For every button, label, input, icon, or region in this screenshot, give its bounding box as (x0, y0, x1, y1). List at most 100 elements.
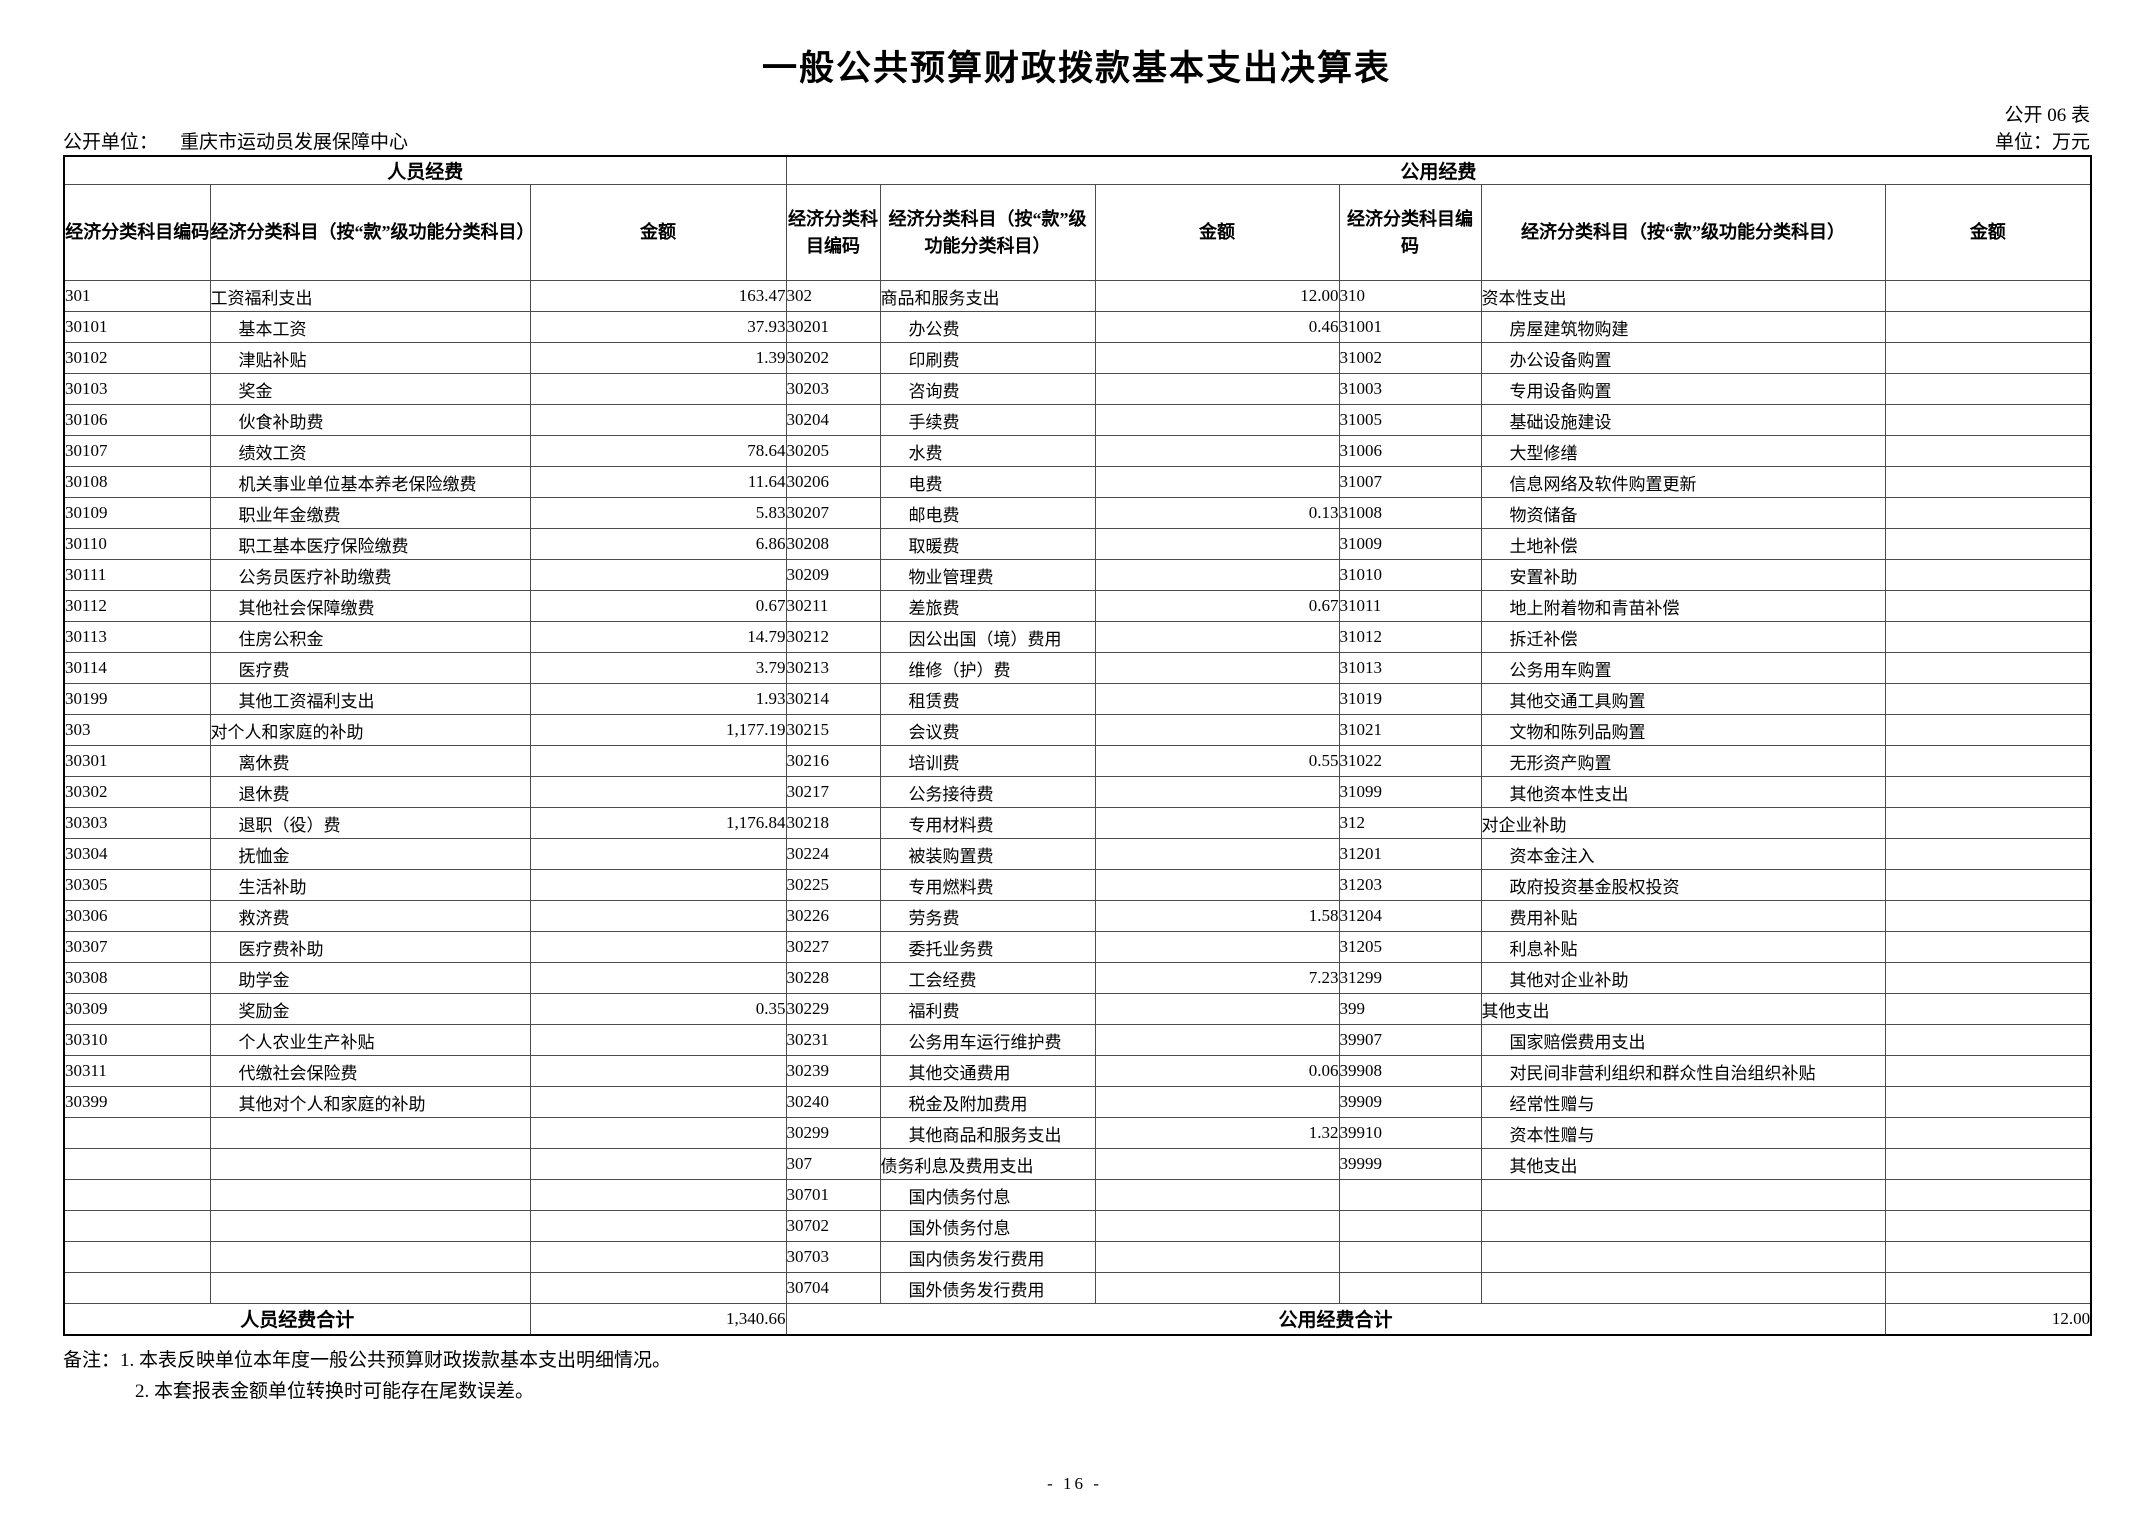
subject-cell: 工会经费 (879, 962, 1096, 994)
subject-cell (209, 1179, 531, 1211)
subject-cell: 拆迁补偿 (1480, 621, 1886, 653)
amount-cell (1094, 993, 1340, 1025)
code-cell: 31099 (1338, 776, 1482, 808)
subject-cell: 无形资产购置 (1480, 745, 1886, 777)
amount-cell: 12.00 (1094, 280, 1340, 312)
code-cell: 30102 (63, 342, 211, 374)
code-cell: 399 (1338, 993, 1482, 1025)
amount-cell (1094, 1086, 1340, 1118)
subject-cell: 其他社会保障缴费 (209, 590, 531, 622)
amount-cell (529, 373, 787, 405)
subject-cell: 救济费 (209, 900, 531, 932)
code-cell: 39910 (1338, 1117, 1482, 1149)
subject-cell: 对民间非营利组织和群众性自治组织补贴 (1480, 1055, 1886, 1087)
code-cell (63, 1241, 211, 1273)
subject-cell: 委托业务费 (879, 931, 1096, 963)
subject-cell: 退职（役）费 (209, 807, 531, 839)
org-line: 公开单位： 重庆市运动员发展保障中心 (63, 127, 408, 155)
subject-cell: 其他交通费用 (879, 1055, 1096, 1087)
subject-cell: 其他对企业补助 (1480, 962, 1886, 994)
amount-cell (1884, 745, 2092, 777)
table-row: 30302 退休费 30217 公务接待费 31099 其他资本性支出 (63, 776, 2092, 808)
unit-note: 单位：万元 (1994, 132, 2090, 153)
table-row: 30703 国内债务发行费用 (63, 1241, 2092, 1273)
subject-cell (209, 1272, 531, 1304)
personnel-total-label: 人员经费合计 (63, 1303, 531, 1335)
code-cell: 30199 (63, 683, 211, 715)
amount-cell (1094, 528, 1340, 560)
code-cell: 31013 (1338, 652, 1482, 684)
subject-cell: 差旅费 (879, 590, 1096, 622)
code-cell: 30206 (785, 466, 881, 498)
amount-cell (1094, 1148, 1340, 1180)
personnel-total-amount: 1,340.66 (529, 1303, 787, 1335)
code-cell: 30111 (63, 559, 211, 591)
subject-cell: 对企业补助 (1480, 807, 1886, 839)
code-cell: 30399 (63, 1086, 211, 1118)
amount-cell: 163.47 (529, 280, 787, 312)
subject-cell: 费用补贴 (1480, 900, 1886, 932)
subject-cell (209, 1210, 531, 1242)
subject-cell: 其他支出 (1480, 993, 1886, 1025)
table-row: 30199 其他工资福利支出 1.93 30214 租赁费 31019 其他交通工具购置 (63, 683, 2092, 715)
code-cell: 39907 (1338, 1024, 1482, 1056)
col-header-amount-2: 金额 (1094, 184, 1340, 281)
code-cell: 30311 (63, 1055, 211, 1087)
table-row: 30101 基本工资 37.93 30201 办公费 0.46 31001 房屋建筑物购建 (63, 311, 2092, 343)
col-header-code-1: 经济分类科目编码 (63, 184, 211, 281)
table-row: 30112 其他社会保障缴费 0.67 30211 差旅费 0.67 31011 地上附着物和… (63, 590, 2092, 622)
sheet-code: 公开 06 表 (2004, 105, 2090, 126)
code-cell: 31204 (1338, 900, 1482, 932)
amount-cell (529, 1086, 787, 1118)
subject-cell: 地上附着物和青苗补偿 (1480, 590, 1886, 622)
subject-cell: 国外债务付息 (879, 1210, 1096, 1242)
subject-cell: 被装购置费 (879, 838, 1096, 870)
code-cell: 30229 (785, 993, 881, 1025)
subject-cell: 因公出国（境）费用 (879, 621, 1096, 653)
subject-cell: 债务利息及费用支出 (879, 1148, 1096, 1180)
code-cell: 30217 (785, 776, 881, 808)
subject-cell (1480, 1210, 1886, 1242)
table-row: 30102 津贴补贴 1.39 30202 印刷费 31002 办公设备购置 (63, 342, 2092, 374)
amount-cell (1884, 652, 2092, 684)
amount-cell (529, 745, 787, 777)
amount-cell (1884, 1086, 2092, 1118)
amount-cell (529, 1272, 787, 1304)
amount-cell: 37.93 (529, 311, 787, 343)
code-cell: 30304 (63, 838, 211, 870)
subject-cell: 其他资本性支出 (1480, 776, 1886, 808)
code-cell: 30211 (785, 590, 881, 622)
amount-cell (1094, 1241, 1340, 1273)
totals-row: 人员经费合计 1,340.66 公用经费合计 12.00 (63, 1303, 2092, 1335)
code-cell: 31205 (1338, 931, 1482, 963)
code-cell: 31003 (1338, 373, 1482, 405)
amount-cell (529, 1117, 787, 1149)
amount-cell: 1,176.84 (529, 807, 787, 839)
subject-cell (1480, 1179, 1886, 1211)
page-number: - 16 - (1047, 1474, 1102, 1493)
subject-cell: 公务接待费 (879, 776, 1096, 808)
code-cell: 30307 (63, 931, 211, 963)
amount-cell (529, 1024, 787, 1056)
subject-cell: 公务用车运行维护费 (879, 1024, 1096, 1056)
code-cell: 30215 (785, 714, 881, 746)
subject-cell: 机关事业单位基本养老保险缴费 (209, 466, 531, 498)
col-header-subject-3: 经济分类科目（按“款”级功能分类科目） (1480, 184, 1886, 281)
code-cell: 30701 (785, 1179, 881, 1211)
amount-cell (1884, 373, 2092, 405)
subject-cell: 其他交通工具购置 (1480, 683, 1886, 715)
col-header-amount-1: 金额 (529, 184, 787, 281)
code-cell: 31010 (1338, 559, 1482, 591)
table-row: 30114 医疗费 3.79 30213 维修（护）费 31013 公务用车购置 (63, 652, 2092, 684)
subject-cell: 税金及附加费用 (879, 1086, 1096, 1118)
amount-cell (529, 931, 787, 963)
table-row: 30107 绩效工资 78.64 30205 水费 31006 大型修缮 (63, 435, 2092, 467)
table-row: 30399 其他对个人和家庭的补助 30240 税金及附加费用 39909 经常性赠与 (63, 1086, 2092, 1118)
code-cell: 30218 (785, 807, 881, 839)
expenditure-table: 人员经费 公用经费 经济分类科目编码 经济分类科目（按“款”级功能分类科目） 金… (63, 155, 2093, 1336)
subject-cell: 取暖费 (879, 528, 1096, 560)
code-cell: 31203 (1338, 869, 1482, 901)
amount-cell (529, 1241, 787, 1273)
subject-cell: 大型修缮 (1480, 435, 1886, 467)
subject-cell: 物资储备 (1480, 497, 1886, 529)
